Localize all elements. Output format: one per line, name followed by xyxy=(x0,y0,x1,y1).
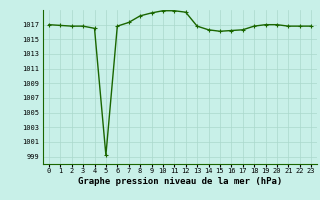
X-axis label: Graphe pression niveau de la mer (hPa): Graphe pression niveau de la mer (hPa) xyxy=(78,177,282,186)
